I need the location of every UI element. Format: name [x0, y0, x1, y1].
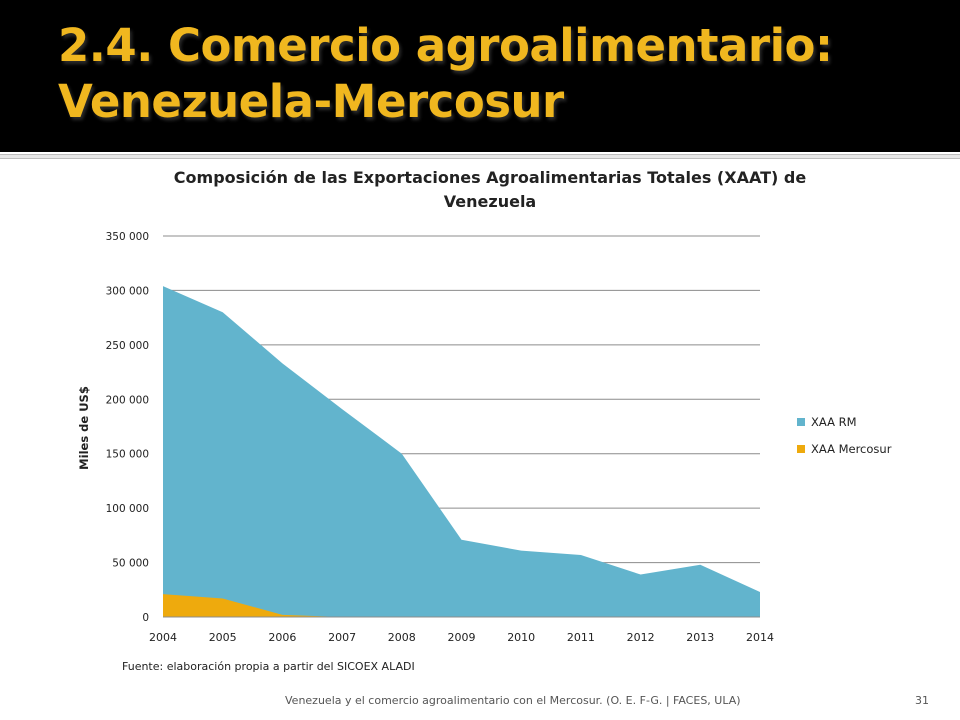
y-tick-label: 250 000 — [106, 340, 149, 352]
x-tick-label: 2004 — [149, 631, 177, 644]
legend: XAA RM XAA Mercosur — [797, 415, 892, 456]
y-tick-label: 100 000 — [106, 503, 149, 515]
y-tick-label: 300 000 — [106, 285, 149, 297]
slide-title: 2.4. Comercio agroalimentario: Venezuela… — [58, 18, 938, 130]
x-tick-label: 2012 — [627, 631, 655, 644]
slide-title-line2: Venezuela-Mercosur — [58, 75, 564, 128]
area-chart: 0 50 000 100 000 150 000 200 000 250 000 300 0… — [77, 231, 892, 644]
y-tick-label: 350 000 — [106, 231, 149, 243]
x-tick-label: 2013 — [686, 631, 714, 644]
footer-text: Venezuela y el comercio agroalimentario … — [285, 694, 741, 707]
x-tick-label: 2010 — [507, 631, 535, 644]
area-series-xaa-mercosur — [163, 594, 760, 617]
title-divider — [0, 154, 960, 159]
slide-title-line1: 2.4. Comercio agroalimentario: — [58, 19, 833, 72]
area-series-xaa-rm — [163, 286, 760, 617]
chart-areas — [163, 286, 760, 618]
chart-title: Composición de las Exportaciones Agroali… — [173, 168, 807, 211]
y-tick-label: 150 000 — [106, 449, 149, 461]
x-tick-label: 2014 — [746, 631, 774, 644]
legend-label: XAA RM — [811, 415, 857, 429]
legend-label: XAA Mercosur — [811, 442, 892, 456]
x-tick-label: 2006 — [268, 631, 296, 644]
y-tick-label: 50 000 — [112, 558, 149, 570]
x-axis-ticks: 2004 2005 2006 2007 2008 2009 2010 2011 2012 2013… — [149, 631, 774, 644]
y-axis-ticks: 0 50 000 100 000 150 000 200 000 250 000 300 0… — [106, 231, 149, 624]
legend-swatch — [797, 445, 805, 453]
y-tick-label: 0 — [142, 612, 149, 624]
x-tick-label: 2009 — [448, 631, 476, 644]
title-bar — [0, 0, 960, 152]
y-axis-label: Miles de US$ — [77, 386, 91, 470]
y-tick-label: 200 000 — [106, 394, 149, 406]
x-tick-label: 2005 — [209, 631, 237, 644]
x-tick-label: 2011 — [567, 631, 595, 644]
legend-swatch — [797, 418, 805, 426]
x-tick-label: 2007 — [328, 631, 356, 644]
page-number: 31 — [915, 694, 929, 707]
source-note: Fuente: elaboración propia a partir del … — [122, 660, 415, 673]
x-tick-label: 2008 — [388, 631, 416, 644]
